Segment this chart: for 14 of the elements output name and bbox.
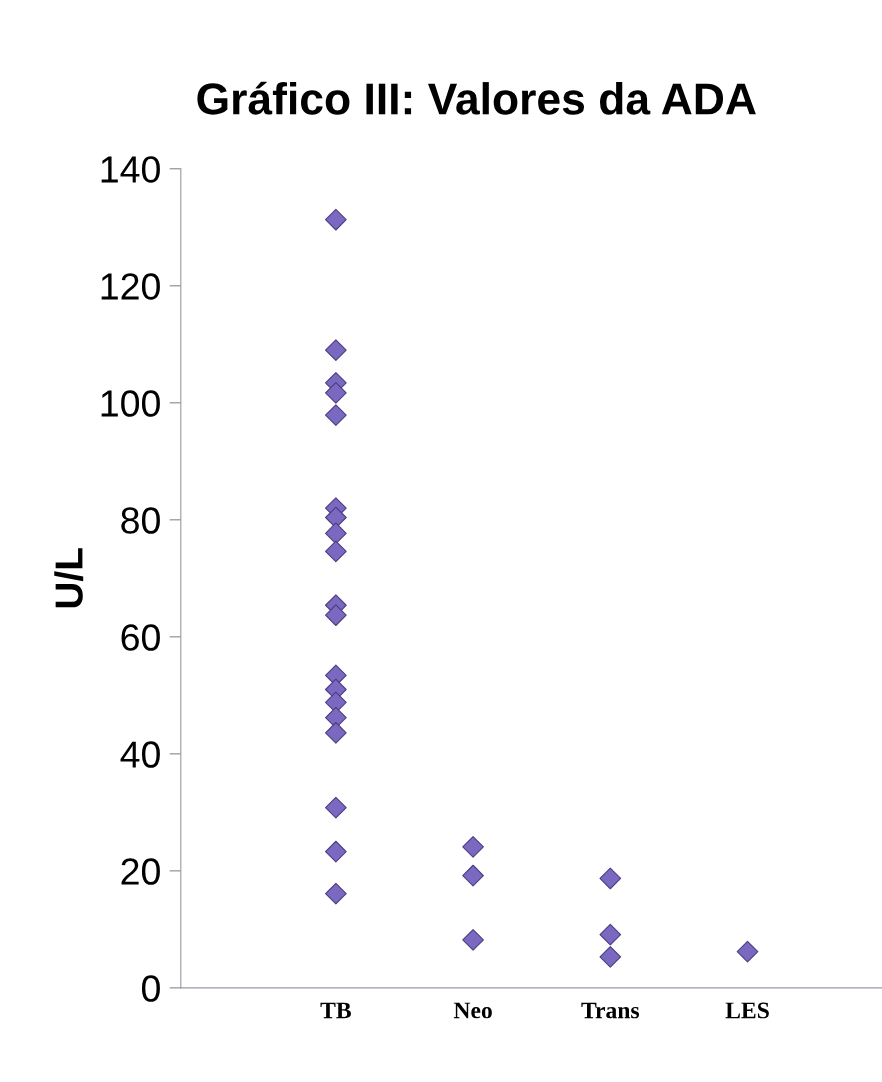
y-tick-label: 20 <box>121 858 160 885</box>
y-tick-label: 80 <box>121 507 160 534</box>
x-tick-label: TB <box>320 1002 351 1019</box>
x-tick-label: Neo <box>453 1002 492 1019</box>
x-tick-label: LES <box>725 1002 769 1019</box>
y-tick-label: 120 <box>101 273 160 300</box>
y-tick-label: 140 <box>101 156 160 183</box>
y-tick-label: 40 <box>120 741 160 768</box>
y-tick-label: 0 <box>141 975 160 1002</box>
y-tick-label: 100 <box>101 390 160 417</box>
y-axis-title: U/L <box>54 548 84 608</box>
x-tick-label: Trans <box>581 1002 640 1019</box>
chart-title: Gráfico III: Valores da ADA <box>197 81 756 115</box>
y-tick-label: 60 <box>121 624 160 651</box>
